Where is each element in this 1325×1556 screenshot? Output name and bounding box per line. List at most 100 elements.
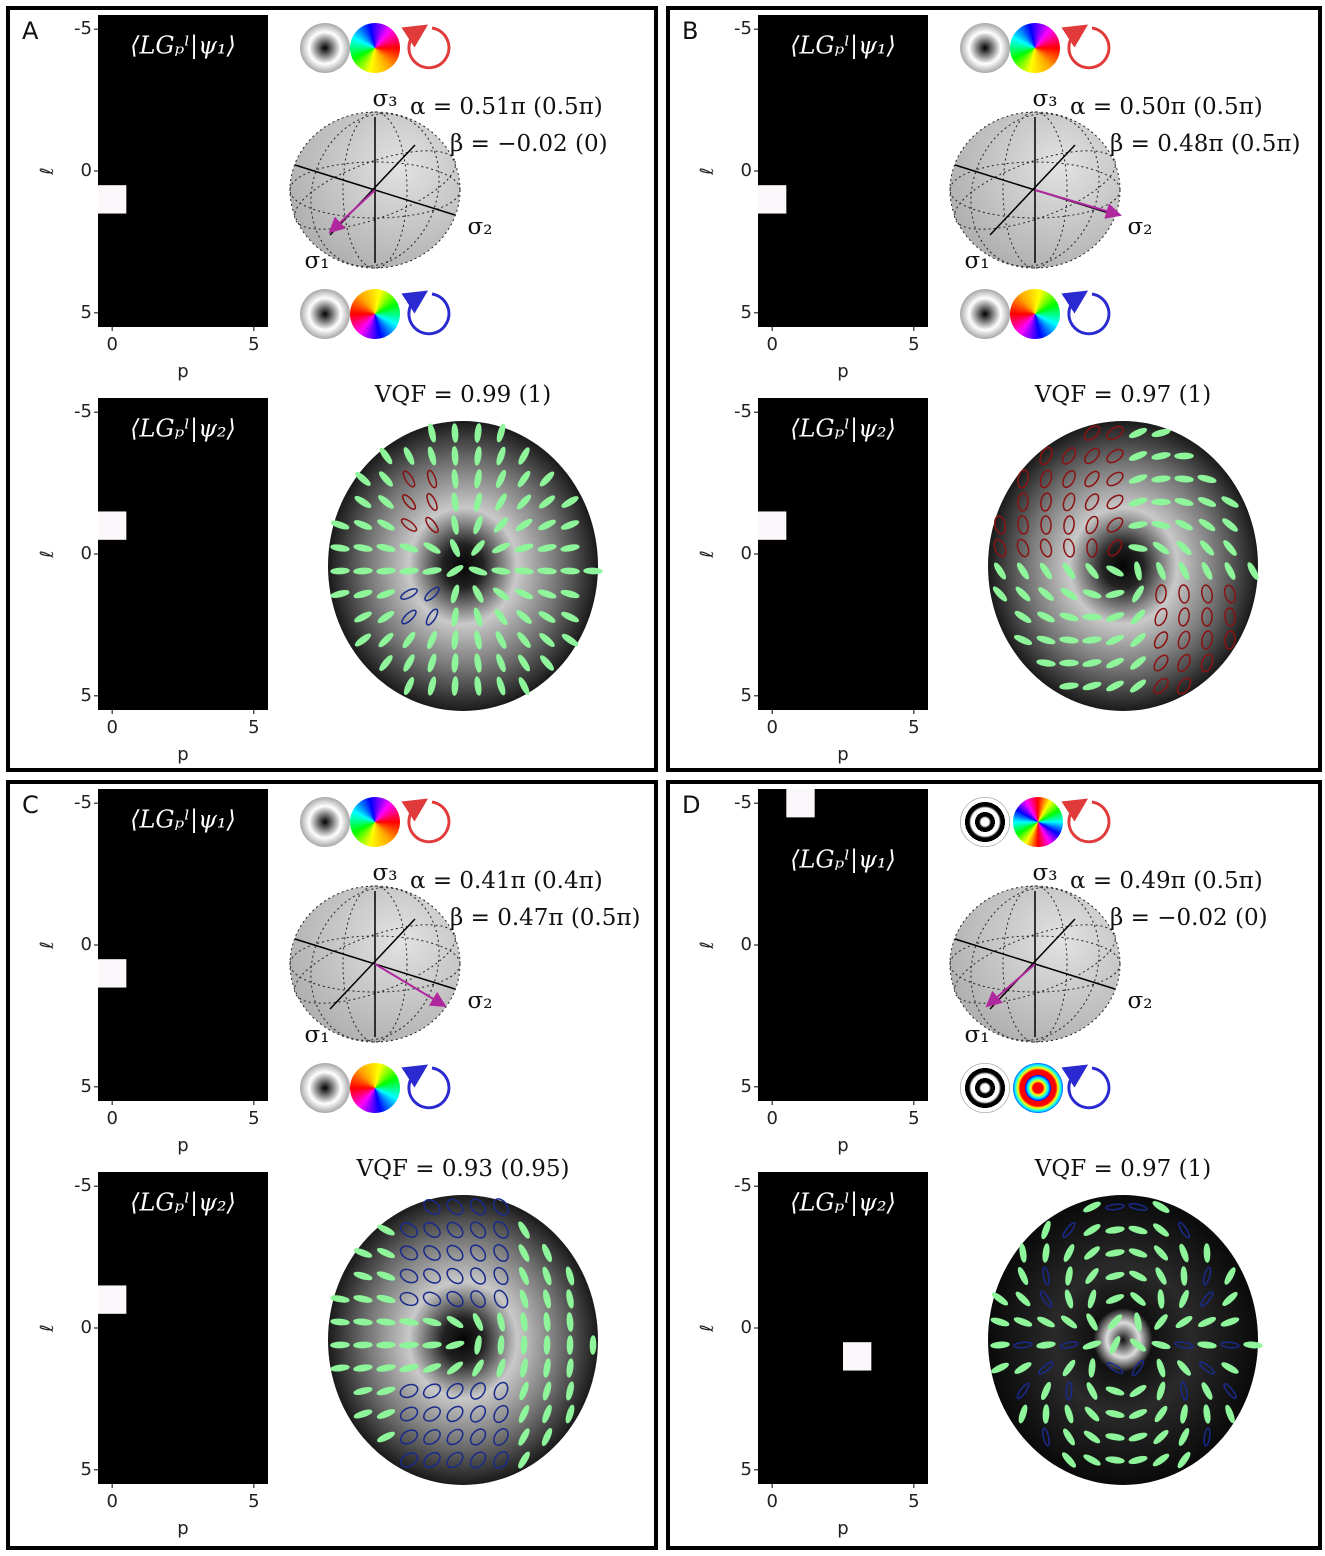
polarization-ellipse [1128, 544, 1148, 552]
heatmap-title: ⟨LGₚˡ|ψ₁⟩ [130, 806, 236, 835]
polarization-ellipse [423, 1429, 441, 1445]
polarization-ellipse [560, 567, 580, 575]
polarization-ellipse [451, 676, 459, 696]
polarization-ellipse [1086, 1382, 1098, 1400]
y-tick-label: -5 [74, 792, 92, 813]
polarization-ellipse [1017, 1267, 1029, 1285]
polarization-ellipse [496, 653, 506, 673]
panel-label: C [22, 791, 39, 819]
polarization-ellipse [518, 1221, 530, 1239]
heatmap [758, 1172, 928, 1484]
sphere-circle [294, 924, 456, 1004]
polarization-ellipse [1128, 521, 1148, 529]
polarization-ellipse [1200, 1290, 1214, 1308]
polarization-ellipse [427, 446, 437, 466]
polarization-ellipse [400, 1452, 418, 1468]
polarization-ellipse [1016, 538, 1030, 558]
polarization-ellipse [446, 1405, 464, 1423]
polarization-ellipse [1224, 1267, 1236, 1285]
polarization-ellipse [474, 630, 482, 650]
polarization-ellipse [1128, 1409, 1148, 1419]
polarization-ellipse [424, 586, 440, 602]
polarization-ellipse [1036, 1341, 1056, 1349]
polarization-ellipse [1105, 1386, 1125, 1396]
polarization-ellipse [1197, 1316, 1217, 1328]
polarization-ellipse [1015, 586, 1031, 602]
polarization-ellipse [354, 633, 372, 647]
x-tick-label: 5 [248, 1108, 259, 1129]
polarization-ellipse [1155, 1267, 1167, 1285]
state-vector [328, 189, 376, 234]
polarization-ellipse [1128, 451, 1148, 461]
polarization-ellipse [1082, 659, 1102, 667]
x-axis-label: p [177, 361, 188, 382]
polarization-ellipse [1134, 561, 1142, 581]
polarization-ellipse [399, 1268, 419, 1284]
polarization-ellipse [1130, 1292, 1146, 1306]
polarization-ellipse [518, 1451, 530, 1469]
polarization-ellipse [993, 562, 1007, 580]
sphere-circle [1002, 885, 1068, 1043]
polarization-ellipse [1106, 517, 1124, 533]
sigma3-label: σ₃ [1033, 86, 1058, 112]
polarization-ellipse [353, 589, 373, 599]
polarization-ellipse [1223, 584, 1237, 604]
polarization-ellipse [355, 472, 371, 486]
mode-phase [350, 289, 400, 339]
polarization-ellipse [474, 423, 482, 443]
polarization-ellipse [423, 542, 441, 554]
polarization-ellipse [399, 1318, 419, 1326]
heatmap [98, 789, 268, 1101]
sigma1-label: σ₁ [305, 248, 330, 274]
polarization-ellipse [469, 1244, 487, 1262]
polarization-ellipse [493, 1198, 509, 1216]
polarization-ellipse [468, 566, 488, 576]
polarization-ellipse [423, 1198, 441, 1216]
state-vector [1034, 189, 1122, 219]
polarization-ellipse [1128, 497, 1148, 507]
polarization-ellipse [589, 1335, 597, 1355]
polarization-ellipse [378, 471, 394, 487]
polarization-ellipse [1013, 1341, 1033, 1349]
polarization-ellipse [1083, 1224, 1101, 1236]
polarization-ellipse [994, 515, 1006, 535]
polarization-ellipse [376, 543, 396, 553]
polarization-ellipse [1224, 562, 1236, 580]
polarization-ellipse [1040, 515, 1052, 535]
polarization-ellipse [517, 632, 531, 648]
polarization-ellipse [473, 492, 483, 512]
polarization-ellipse [1087, 1289, 1097, 1309]
y-tick-label: 0 [741, 160, 752, 181]
polarization-ellipse [543, 1335, 551, 1355]
handedness-arrow [1061, 290, 1111, 336]
polarization-ellipse [423, 1451, 441, 1469]
polarization-ellipse [423, 1222, 441, 1238]
polarization-ellipse [1201, 607, 1213, 627]
polarization-ellipse [1178, 607, 1190, 627]
polarization-ellipse [538, 519, 556, 531]
polarization-ellipse [1151, 428, 1171, 438]
beam-profile [328, 1195, 598, 1485]
mode-intensity [960, 797, 1010, 847]
polarization-ellipse [1062, 492, 1076, 512]
polarization-ellipse [1247, 562, 1259, 580]
polarization-ellipse [1152, 541, 1170, 555]
polarization-ellipse [427, 423, 437, 443]
mode-intensity [960, 1063, 1010, 1113]
polarization-ellipse [401, 609, 417, 625]
polarization-ellipse [1106, 425, 1124, 441]
x-axis-label: p [177, 1518, 188, 1539]
beta-text: β = −0.02 (0) [450, 131, 608, 157]
polarization-ellipse [376, 1247, 396, 1259]
polarization-ellipse [1197, 1341, 1217, 1349]
polarization-ellipse [566, 1335, 574, 1355]
polarization-ellipse [1016, 1382, 1030, 1400]
polarization-ellipse [519, 1289, 529, 1309]
polarization-ellipse [446, 1315, 464, 1329]
polarization-ellipse [561, 633, 579, 647]
polarization-ellipse [493, 1428, 509, 1446]
heatmap-title: ⟨LGₚˡ|ψ₂⟩ [790, 1189, 896, 1218]
polarization-ellipse [542, 1404, 552, 1424]
mode-intensity [960, 289, 1010, 339]
polarization-ellipse [1105, 1294, 1125, 1304]
